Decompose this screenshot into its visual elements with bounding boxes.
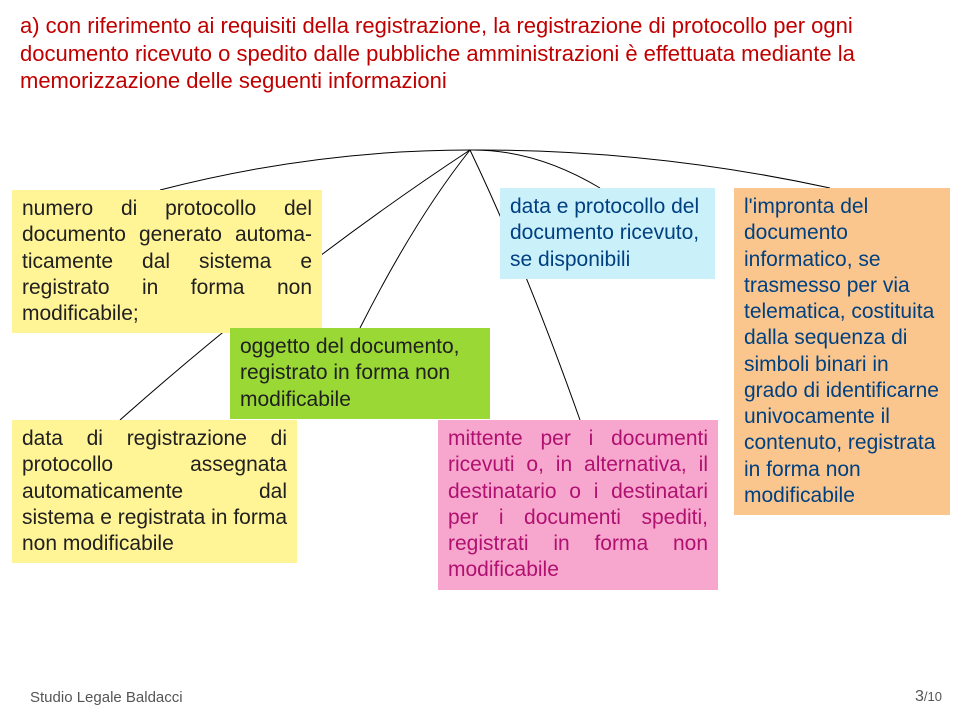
footer-studio: Studio Legale Baldacci (30, 689, 183, 706)
box-mittente: mittente per i documenti ricevuti o, in … (438, 420, 718, 590)
page-current: 3 (915, 688, 924, 705)
box-oggetto: oggetto del documento, registrato in for… (230, 328, 490, 419)
page-total: 10 (928, 689, 942, 704)
box-impronta: l'impronta del documento informatico, se… (734, 188, 950, 515)
box-data-reg: data di registrazione di protocollo asse… (12, 420, 297, 563)
box-data-prot: data e protocollo del documento ricevuto… (500, 188, 715, 279)
footer-page: 3/10 (915, 688, 942, 706)
box-numero: numero di protocollo del documento gener… (12, 190, 322, 333)
header-text: a) con riferimento ai requisiti della re… (10, 6, 940, 101)
